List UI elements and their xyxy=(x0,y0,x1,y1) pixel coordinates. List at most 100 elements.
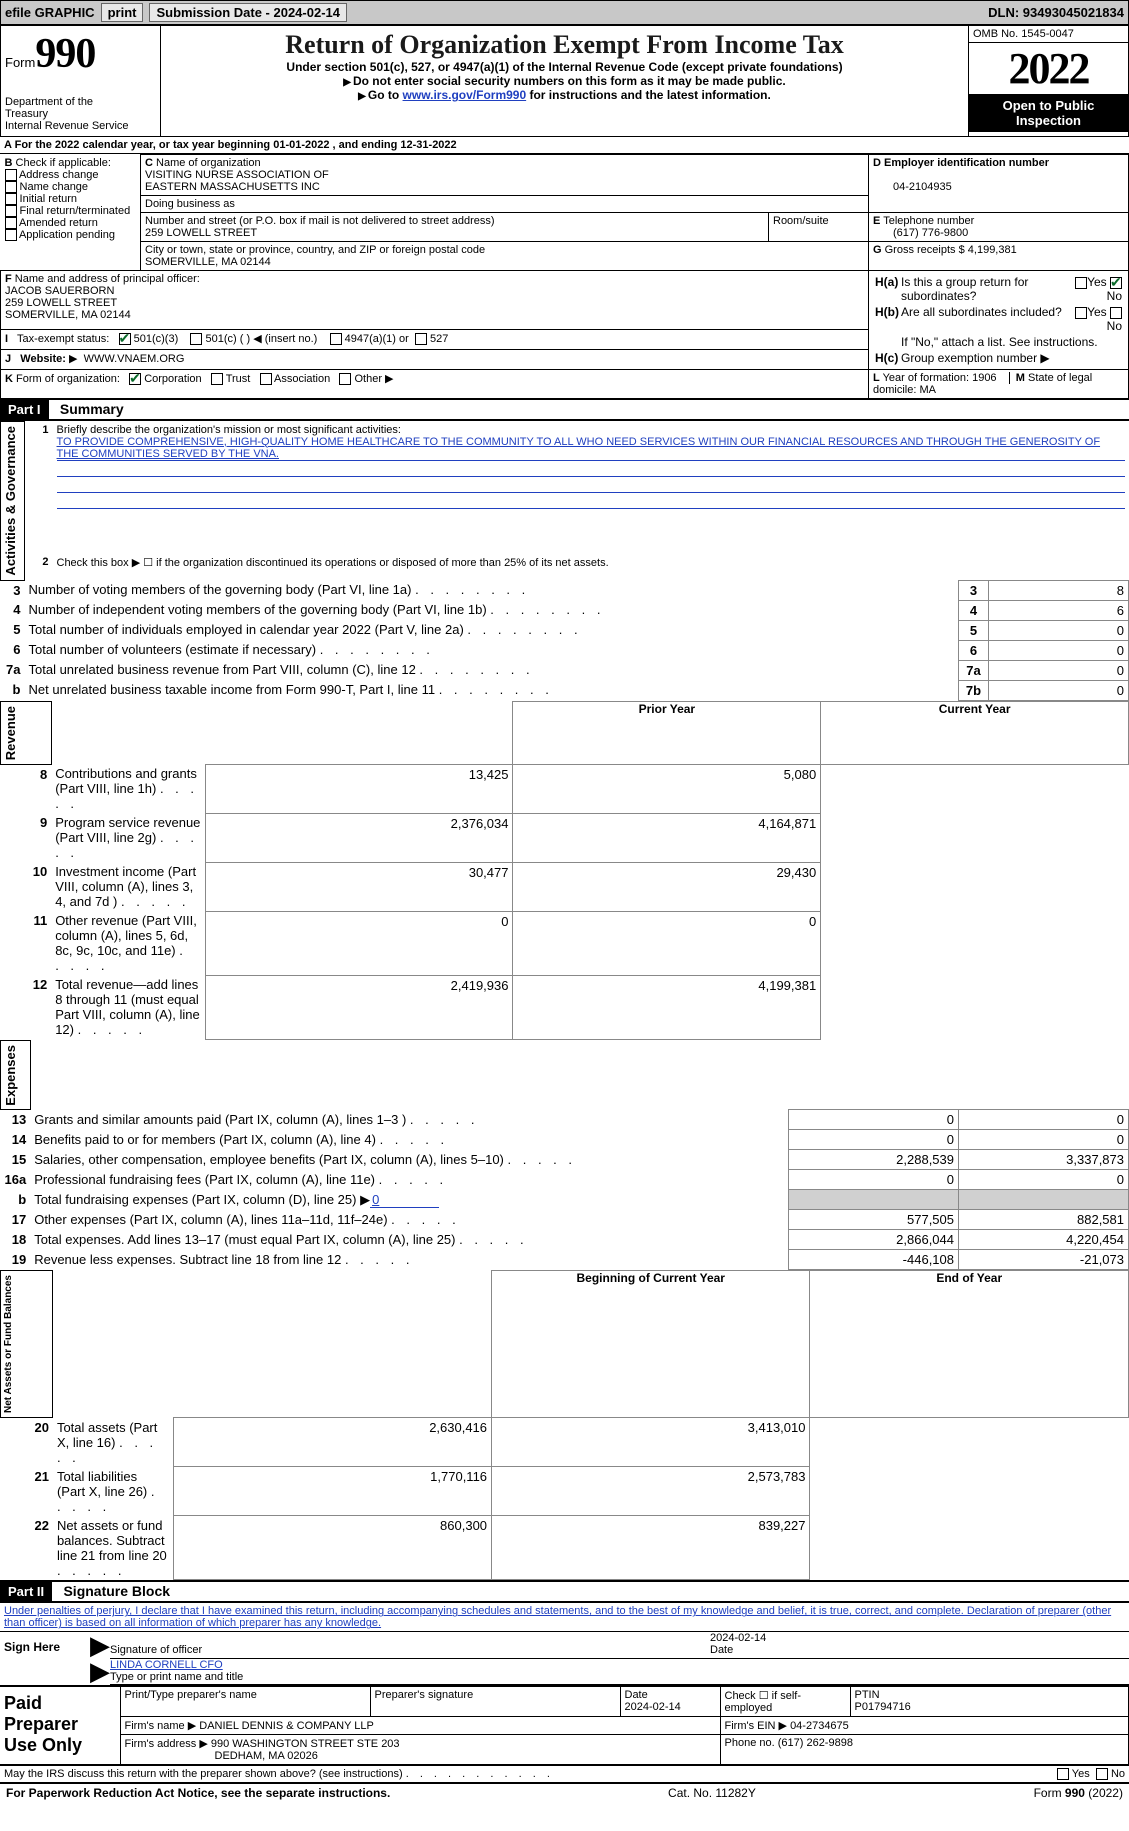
checkbox[interactable] xyxy=(5,181,17,193)
firm-ein: 04-2734675 xyxy=(790,1720,849,1732)
period-pre: For the 2022 calendar year, or tax year … xyxy=(15,139,274,151)
summary-line: 8Contributions and grants (Part VIII, li… xyxy=(1,764,1129,813)
sign-here-label: Sign Here xyxy=(4,1640,60,1654)
signature-arrow-icon: ▶ xyxy=(90,1656,110,1686)
period-row: A For the 2022 calendar year, or tax yea… xyxy=(0,137,1129,154)
city-value: SOMERVILLE, MA 02144 xyxy=(145,256,271,268)
summary-line: 6Total number of volunteers (estimate if… xyxy=(1,640,1129,660)
tax-status-label: Tax-exempt status: xyxy=(17,333,109,345)
summary-line: 17Other expenses (Part IX, column (A), l… xyxy=(1,1210,1129,1230)
irs-link[interactable]: www.irs.gov/Form990 xyxy=(403,88,527,102)
checkbox-501c3[interactable] xyxy=(119,333,131,345)
website-label: Website: xyxy=(20,353,66,365)
form-word: Form xyxy=(5,55,35,70)
firm-ein-label: Firm's EIN ▶ xyxy=(725,1720,788,1732)
city-label: City or town, state or province, country… xyxy=(145,244,485,256)
h-b: H(b) xyxy=(875,305,899,333)
dept-label: Department of theTreasuryInternal Revenu… xyxy=(5,96,156,132)
part-2-label: Part II xyxy=(0,1582,52,1601)
dln-label: DLN: 93493045021834 xyxy=(988,5,1124,20)
checkbox[interactable] xyxy=(1096,1768,1108,1780)
q1-label: Briefly describe the organization's miss… xyxy=(57,424,401,436)
yes-label: Yes xyxy=(1087,305,1107,319)
mission-text[interactable]: TO PROVIDE COMPREHENSIVE, HIGH-QUALITY H… xyxy=(57,436,1125,461)
summary-line: 20Total assets (Part X, line 16) . . . .… xyxy=(1,1418,1129,1467)
q2-text: Check this box ▶ ☐ if the organization d… xyxy=(53,554,1129,580)
print-button[interactable]: print xyxy=(101,3,144,22)
summary-line: 11Other revenue (Part VIII, column (A), … xyxy=(1,911,1129,975)
sig-date: 2024-02-14 xyxy=(710,1632,766,1644)
box-b-item: Application pending xyxy=(5,229,137,241)
line-16b-text: Total fundraising expenses (Part IX, col… xyxy=(34,1192,370,1207)
summary-line: 12Total revenue—add lines 8 through 11 (… xyxy=(1,975,1129,1039)
officer-typed-name[interactable]: LINDA CORNELL CFO xyxy=(110,1659,223,1671)
summary-line: 5Total number of individuals employed in… xyxy=(1,620,1129,640)
summary-line: 18Total expenses. Add lines 13–17 (must … xyxy=(1,1230,1129,1250)
page-footer: For Paperwork Reduction Act Notice, see … xyxy=(0,1783,1129,1802)
checkbox[interactable] xyxy=(1110,307,1122,319)
yes-label: Yes xyxy=(1087,275,1107,289)
checkbox[interactable] xyxy=(1075,277,1087,289)
firm-name-label: Firm's name ▶ xyxy=(125,1720,197,1732)
tax-year: 2022 xyxy=(969,43,1128,94)
col-prior: Prior Year xyxy=(513,701,821,764)
phone-value: (617) 262-9898 xyxy=(778,1737,853,1749)
opt-other: Other xyxy=(354,373,382,385)
checkbox-corp[interactable] xyxy=(129,373,141,385)
entity-block: B Check if applicable: Address change Na… xyxy=(0,154,1129,400)
checkbox[interactable] xyxy=(339,373,351,385)
summary-line: 3Number of voting members of the governi… xyxy=(1,580,1129,600)
arrow-icon xyxy=(343,74,353,88)
checkbox[interactable] xyxy=(5,205,17,217)
exp-lines-table: Expenses 13Grants and similar amounts pa… xyxy=(0,1040,1129,1271)
box-b-item: Address change xyxy=(5,169,137,181)
tel-value: (617) 776-9800 xyxy=(873,227,968,239)
open-inspection: Open to Public Inspection xyxy=(969,94,1128,132)
yes-label: Yes xyxy=(1072,1768,1090,1780)
part-1-label: Part I xyxy=(0,400,49,419)
box-b-label: Check if applicable: xyxy=(16,157,111,169)
checkbox[interactable] xyxy=(5,193,17,205)
firm-addr-1: 990 WASHINGTON STREET STE 203 xyxy=(211,1738,400,1750)
checkbox[interactable] xyxy=(5,229,17,241)
declaration-text[interactable]: Under penalties of perjury, I declare th… xyxy=(4,1605,1111,1629)
period-end: 12-31-2022 xyxy=(400,139,456,151)
checkbox[interactable] xyxy=(260,373,272,385)
line-16b-val[interactable]: 0 xyxy=(370,1192,439,1208)
gross-value: 4,199,381 xyxy=(968,244,1017,256)
checkbox[interactable] xyxy=(1075,307,1087,319)
summary-line: bNet unrelated business taxable income f… xyxy=(1,680,1129,700)
officer-label: Name and address of principal officer: xyxy=(15,273,200,285)
box-j-prefix: J xyxy=(5,353,11,365)
h-b-label: Are all subordinates included? xyxy=(901,305,1070,333)
prep-sig-label: Preparer's signature xyxy=(375,1689,474,1701)
checkbox[interactable] xyxy=(415,333,427,345)
year-form-label: Year of formation: xyxy=(883,372,969,384)
sig-officer-label: Signature of officer xyxy=(110,1644,202,1656)
omb-label: OMB No. 1545-0047 xyxy=(969,26,1128,43)
checkbox[interactable] xyxy=(1057,1768,1069,1780)
checkbox[interactable] xyxy=(5,217,17,229)
note-1: Do not enter social security numbers on … xyxy=(353,74,786,88)
checkbox[interactable] xyxy=(190,333,202,345)
box-b-item: Name change xyxy=(5,181,137,193)
box-m-prefix: M xyxy=(1016,372,1025,384)
gross-label: Gross receipts $ xyxy=(885,244,965,256)
submission-date: Submission Date - 2024-02-14 xyxy=(149,3,347,22)
checkbox[interactable] xyxy=(211,373,223,385)
opt-501c3: 501(c)(3) xyxy=(134,333,179,345)
addr-street: 259 LOWELL STREET xyxy=(145,227,257,239)
note-2-pre: Go to xyxy=(368,88,403,102)
box-l-prefix: L xyxy=(873,372,880,384)
officer-city: SOMERVILLE, MA 02144 xyxy=(5,309,131,321)
firm-addr-2: DEDHAM, MA 02026 xyxy=(125,1750,318,1762)
addr-label: Number and street (or P.O. box if mail i… xyxy=(145,215,495,227)
checkbox-checked[interactable] xyxy=(1110,277,1122,289)
summary-line: 13Grants and similar amounts paid (Part … xyxy=(1,1110,1129,1130)
year-form-value: 1906 xyxy=(972,372,996,384)
opt-501c: 501(c) ( ) ◀ (insert no.) xyxy=(206,333,318,345)
checkbox[interactable] xyxy=(5,169,17,181)
box-b-item: Amended return xyxy=(5,217,137,229)
checkbox[interactable] xyxy=(330,333,342,345)
part-2-header: Part II Signature Block xyxy=(0,1580,1129,1603)
